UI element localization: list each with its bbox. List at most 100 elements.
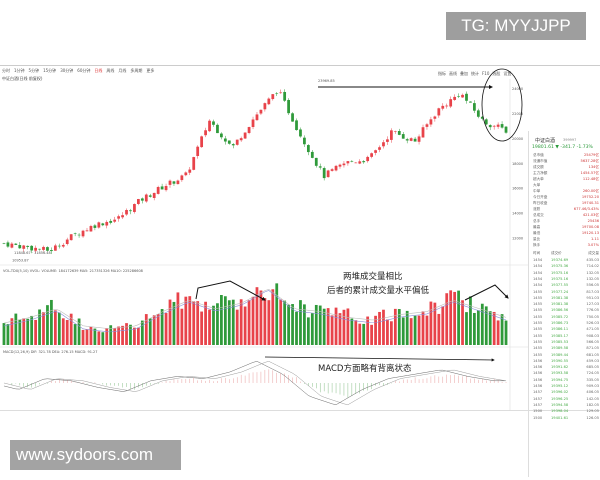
volume-bar: [77, 318, 81, 345]
candle-body: [180, 175, 184, 181]
tick-price: 19393.58: [551, 371, 569, 376]
ticks-header: 时间 成交价 成交量: [533, 251, 599, 258]
volume-bar: [461, 300, 464, 345]
tool-button[interactable]: F10: [482, 71, 490, 76]
tick-time: 1500: [533, 415, 543, 420]
macd-annotation: MACD方面略有背离状态: [318, 364, 412, 374]
stat-value: 260.00亿: [582, 189, 599, 193]
candle-body: [89, 226, 93, 232]
candle-body: [239, 138, 243, 141]
tool-button[interactable]: 统计: [471, 71, 479, 76]
volume-bar: [362, 323, 366, 345]
candle-body: [144, 194, 148, 202]
period-tab[interactable]: 周线: [106, 68, 115, 73]
tick-volume: 126.05: [586, 415, 599, 420]
candle-body: [30, 245, 34, 251]
tick-time: 1456: [533, 371, 543, 376]
tick-price: 19381.38: [551, 302, 569, 307]
tick-row: 1457 19396.25 142.05: [533, 397, 599, 404]
volume-bar: [425, 315, 429, 345]
period-tab[interactable]: 15分钟: [43, 68, 57, 73]
candle-body: [318, 166, 322, 168]
tick-volume: 129.05: [586, 409, 599, 414]
candle-body: [362, 161, 366, 163]
telegram-watermark: TG: MYYJJPP: [446, 12, 586, 40]
stat-row: 超大单 112.48亿: [533, 177, 599, 183]
tick-time: 1454: [533, 258, 543, 262]
candle-body: [125, 210, 128, 215]
volume-bar: [168, 299, 172, 345]
volume-bar: [85, 329, 89, 345]
tick-time: 1454: [533, 264, 543, 269]
candle-body: [433, 116, 437, 119]
candle-body: [42, 246, 45, 250]
candle-body: [469, 101, 472, 103]
tool-button[interactable]: 选股: [492, 71, 501, 76]
period-tab[interactable]: 日线: [94, 68, 103, 73]
volume-bar: [216, 303, 219, 345]
tick-row: 1454 19377.55 556.05: [533, 283, 599, 290]
period-tab[interactable]: 多周期: [130, 68, 143, 73]
volume-bar: [97, 331, 101, 345]
tick-time: 1454: [533, 270, 543, 275]
tick-price: 19374.69: [551, 258, 569, 262]
tick-price: 19394.75: [551, 377, 569, 382]
tick-time: 1455: [533, 339, 543, 344]
candle-body: [34, 247, 37, 251]
stat-value: 19120.13: [581, 231, 599, 235]
tool-button[interactable]: 画线: [449, 71, 457, 76]
volume-bar: [136, 327, 140, 345]
tick-volume: 566.05: [586, 339, 599, 344]
volume-bar: [389, 321, 393, 345]
volume-bar: [299, 300, 302, 345]
candle-body: [350, 161, 354, 162]
candle-body: [136, 199, 140, 204]
candle-body: [251, 119, 255, 127]
candle-body: [196, 146, 200, 157]
y-tick-label: 20000: [512, 137, 523, 141]
tool-button[interactable]: 指标: [438, 71, 446, 76]
volume-bar: [338, 313, 342, 345]
volume-bar: [243, 306, 247, 345]
tick-row: 1500 19398.04 129.05: [533, 409, 599, 416]
volume-bar: [382, 309, 385, 345]
period-tab[interactable]: 30分钟: [60, 68, 74, 73]
tick-row: 1455 19385.53 566.05: [533, 340, 599, 347]
period-tab[interactable]: 分时: [2, 68, 10, 73]
tool-button[interactable]: 叠加: [460, 71, 468, 76]
tick-price: 19385.72: [551, 314, 569, 319]
macd-indicator-label: MACD(12,26,9) DIF: 321.78 DEA: 276.15 MA…: [3, 350, 98, 354]
period-tab[interactable]: 5分钟: [28, 68, 40, 73]
volume-bar: [417, 315, 421, 345]
volume-bar: [457, 290, 460, 345]
y-tick-label: 24000: [512, 87, 523, 91]
candle-body: [6, 242, 10, 247]
period-tab[interactable]: 更多: [146, 68, 155, 73]
volume-bar: [405, 310, 409, 345]
candle-body: [413, 138, 417, 142]
candle-body: [330, 169, 334, 171]
volume-indicator-label: VOL-TDX(5,10) VVOL: VOLUME: 184172639 MA…: [3, 269, 143, 273]
tick-price: 19386.56: [551, 308, 569, 313]
tick-row: 1455 19385.72 750.05: [533, 315, 599, 322]
stat-value: 134亿: [588, 165, 599, 169]
volume-bar: [386, 319, 389, 345]
tool-button[interactable]: 设置: [503, 71, 512, 76]
candle-body: [342, 163, 346, 166]
tick-price: 19377.55: [551, 283, 569, 288]
candle-body: [306, 145, 310, 153]
candle-body: [346, 161, 350, 164]
volume-bar: [148, 318, 152, 345]
tick-row: 1455 19389.58 871.05: [533, 346, 599, 353]
candle-body: [50, 250, 53, 252]
period-tab[interactable]: 1分钟: [14, 68, 25, 73]
period-tab[interactable]: 月线: [118, 68, 127, 73]
stat-label: 大单: [533, 183, 541, 187]
volume-bar: [473, 312, 476, 345]
volume-bar: [184, 296, 188, 345]
candle-body: [283, 91, 287, 101]
period-tab[interactable]: 60分钟: [77, 68, 91, 73]
candle-body: [484, 119, 488, 125]
candle-body: [358, 161, 362, 164]
stat-value: 19740.31: [581, 201, 599, 205]
